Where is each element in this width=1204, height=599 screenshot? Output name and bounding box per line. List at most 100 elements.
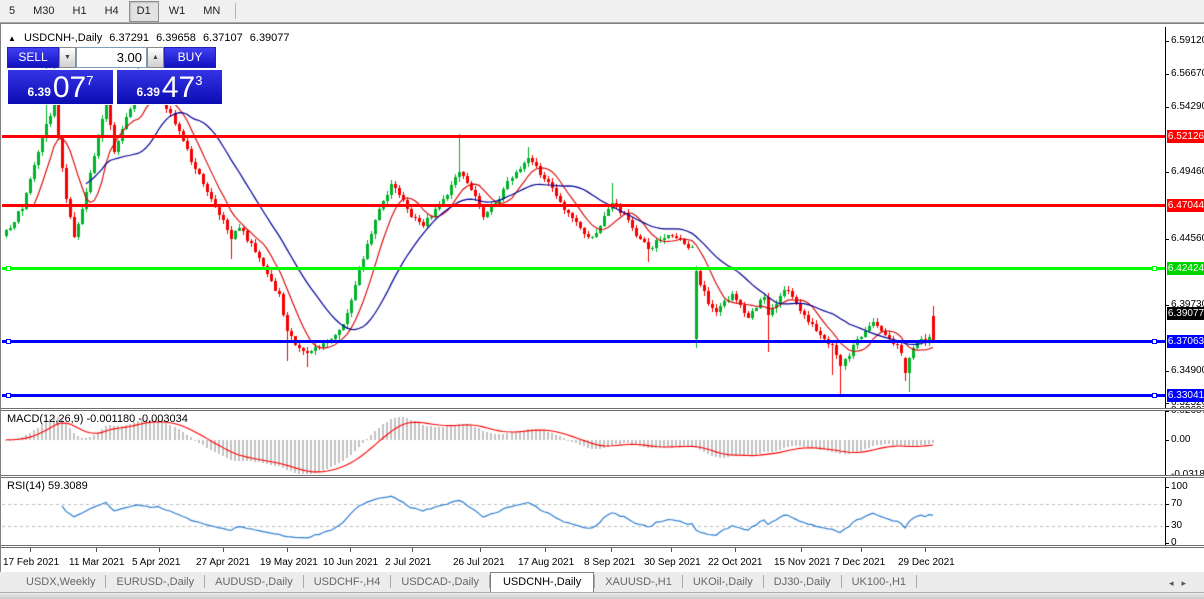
- bar-low-value: 6.37107: [202, 32, 243, 44]
- macd-signal-value: -0.003034: [138, 413, 188, 425]
- collapse-arrow-icon[interactable]: ▲: [8, 34, 16, 43]
- price-tick-label: 6.32520: [1171, 397, 1204, 408]
- sell-button[interactable]: SELL: [7, 47, 59, 68]
- tab-separator: [204, 575, 206, 588]
- date-label: 11 Mar 2021: [69, 557, 125, 568]
- time-tick: [480, 548, 481, 552]
- rsi-value: 59.3089: [47, 480, 88, 492]
- hline-handle-icon[interactable]: [6, 266, 11, 271]
- rsi-tick-label: 0: [1171, 537, 1177, 548]
- chart-title: ▲ USDCNH-,Daily 6.37291 6.39658 6.37107 …: [8, 32, 294, 44]
- macd-splitter[interactable]: [1, 408, 1204, 411]
- tab-eurusd[interactable]: EURUSD-,Daily: [116, 576, 195, 588]
- axis-separator: [1165, 27, 1166, 547]
- tab-usdchf[interactable]: USDCHF-,H4: [313, 576, 381, 588]
- date-label: 8 Sep 2021: [584, 557, 636, 568]
- time-tick: [96, 548, 97, 552]
- tab-ukoil[interactable]: UKOil-,Daily: [692, 576, 753, 588]
- date-label: 27 Apr 2021: [196, 557, 250, 568]
- volume-input[interactable]: [76, 47, 147, 68]
- date-label: 30 Sep 2021: [644, 557, 701, 568]
- axis-tick: [1165, 526, 1169, 527]
- toolbar-separator: [235, 3, 237, 19]
- time-tick: [671, 548, 672, 552]
- tab-usdcad[interactable]: USDCAD-,Daily: [401, 576, 479, 588]
- volume-decrease-icon[interactable]: ▼: [59, 47, 76, 68]
- timeframe-5[interactable]: 5: [9, 4, 16, 17]
- time-axis: 17 Feb 2021 11 Mar 2021 5 Apr 2021 27 Apr 2…: [1, 548, 1204, 572]
- tab-dj30[interactable]: DJ30-,Daily: [773, 576, 831, 588]
- price-tick-label: 6.34900: [1171, 365, 1204, 376]
- hline-6.37063[interactable]: [2, 339, 1165, 344]
- tab-audusd[interactable]: AUDUSD-,Daily: [215, 576, 293, 588]
- timeframe-h4[interactable]: H4: [104, 4, 119, 17]
- price-tick-label: 6.56670: [1171, 68, 1204, 79]
- timeframe-toolbar: 5 M30 H1 H4 D1 W1 MN: [0, 0, 1204, 23]
- tab-separator: [302, 575, 304, 588]
- timeframe-m30[interactable]: M30: [33, 4, 55, 17]
- hline-6.52126[interactable]: [2, 135, 1165, 138]
- tab-usdcnh[interactable]: USDCNH-,Daily: [489, 572, 595, 593]
- buy-button[interactable]: BUY: [164, 47, 216, 68]
- date-label: 17 Feb 2021: [3, 557, 60, 568]
- tab-usdx[interactable]: USDX,Weekly: [26, 576, 96, 588]
- tab-scroll-arrows-icon[interactable]: ◂▸: [1168, 578, 1194, 588]
- timeframe-w1[interactable]: W1: [168, 4, 186, 17]
- rsi-tick-label: 100: [1171, 481, 1188, 492]
- axis-tick: [1165, 172, 1169, 173]
- timeframe-h1[interactable]: H1: [72, 4, 87, 17]
- date-label: 7 Dec 2021: [834, 557, 886, 568]
- rsi-splitter[interactable]: [1, 475, 1204, 478]
- date-label: 5 Apr 2021: [132, 557, 181, 568]
- bar-close-value: 6.39077: [249, 32, 290, 44]
- time-tick: [861, 548, 862, 552]
- tab-separator: [488, 575, 490, 588]
- date-label: 19 May 2021: [260, 557, 318, 568]
- time-tick: [611, 548, 612, 552]
- timeframe-d1[interactable]: D1: [128, 0, 159, 22]
- hline-handle-icon[interactable]: [1152, 266, 1157, 271]
- hline-handle-icon[interactable]: [6, 393, 11, 398]
- axis-tick: [1165, 543, 1169, 544]
- price-badge-6.52126: 6.52126: [1167, 130, 1204, 143]
- axis-tick: [1165, 107, 1169, 108]
- sell-price-button[interactable]: 6.39 07 7: [7, 69, 114, 105]
- symbol-period-label: USDCNH-,Daily: [23, 32, 103, 44]
- macd-panel-canvas[interactable]: [2, 411, 1165, 475]
- rsi-name: RSI(14): [7, 480, 45, 492]
- time-tick: [412, 548, 413, 552]
- chart-window: 6.59120 6.56670 6.54290 6.49460 6.44560 6.397…: [0, 23, 1204, 572]
- rsi-tick-label: 30: [1171, 520, 1183, 531]
- hline-handle-icon[interactable]: [1152, 339, 1157, 344]
- price-badge-6.37063: 6.37063: [1167, 335, 1204, 348]
- macd-tick-label: -0.03187: [1171, 469, 1204, 480]
- status-bar: [0, 592, 1204, 599]
- price-tick-label: 6.39730: [1171, 299, 1204, 310]
- volume-increase-icon[interactable]: ▲: [147, 47, 164, 68]
- axis-tick: [1165, 305, 1169, 306]
- date-label: 29 Dec 2021: [898, 557, 955, 568]
- buy-price-button[interactable]: 6.39 47 3: [116, 69, 223, 105]
- price-tick-label: 6.49460: [1171, 166, 1204, 177]
- hline-handle-icon[interactable]: [1152, 393, 1157, 398]
- tab-separator: [594, 575, 596, 588]
- date-label: 10 Jun 2021: [323, 557, 379, 568]
- hline-6.42424[interactable]: [2, 266, 1165, 271]
- time-tick: [925, 548, 926, 552]
- rsi-panel-canvas[interactable]: [2, 478, 1165, 547]
- tab-xauusd[interactable]: XAUUSD-,H1: [605, 576, 672, 588]
- sell-price-pips: 07: [52, 71, 87, 104]
- rsi-tick-label: 70: [1171, 498, 1183, 509]
- hline-6.47044[interactable]: [2, 204, 1165, 207]
- time-axis-splitter: [1, 545, 1204, 548]
- hline-handle-icon[interactable]: [6, 339, 11, 344]
- date-label: 2 Jul 2021: [385, 557, 432, 568]
- timeframe-mn[interactable]: MN: [203, 4, 221, 17]
- macd-name: MACD(12,26,9): [7, 413, 84, 425]
- tab-separator: [105, 575, 107, 588]
- tab-separator: [390, 575, 392, 588]
- date-label: 26 Jul 2021: [453, 557, 505, 568]
- hline-6.33041[interactable]: [2, 393, 1165, 398]
- tab-uk100[interactable]: UK100-,H1: [851, 576, 907, 588]
